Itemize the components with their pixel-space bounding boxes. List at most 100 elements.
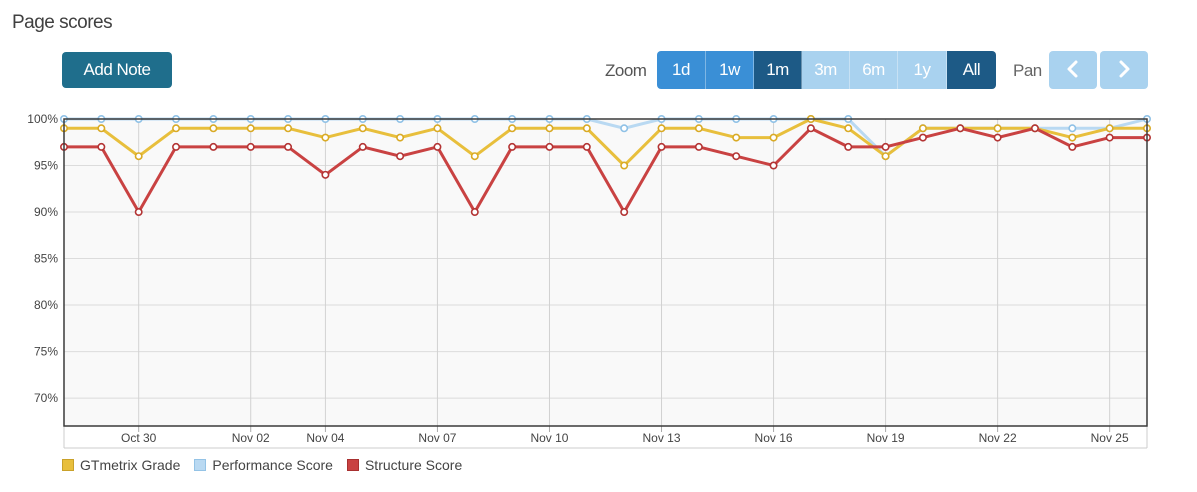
data-point-structure-score — [694, 142, 703, 151]
data-point-gtmetrix-grade — [769, 133, 778, 142]
legend-item-performance-score[interactable]: Performance Score — [194, 457, 333, 473]
x-tick-label: Nov 07 — [418, 431, 456, 445]
x-tick-label: Nov 22 — [979, 431, 1017, 445]
data-point-structure-score — [806, 124, 815, 133]
legend-label-gtmetrix-grade: GTmetrix Grade — [80, 457, 181, 473]
data-point-gtmetrix-grade — [433, 124, 442, 133]
data-point-structure-score — [246, 142, 255, 151]
zoom-3m-button[interactable]: 3m — [802, 51, 850, 89]
data-point-gtmetrix-grade — [582, 124, 591, 133]
x-tick-label: Oct 30 — [121, 431, 157, 445]
pan-right-button[interactable] — [1100, 51, 1148, 89]
data-point-gtmetrix-grade — [209, 124, 218, 133]
add-note-button[interactable]: Add Note — [62, 52, 172, 88]
legend-item-gtmetrix-grade[interactable]: GTmetrix Grade — [62, 457, 180, 473]
x-tick-label: Nov 19 — [867, 431, 905, 445]
plot-background — [64, 119, 1147, 426]
data-point-structure-score — [97, 142, 106, 151]
data-point-structure-score — [620, 208, 629, 217]
data-point-gtmetrix-grade — [358, 124, 367, 133]
zoom-label: Zoom — [605, 61, 647, 80]
data-point-structure-score — [844, 142, 853, 151]
data-point-gtmetrix-grade — [172, 124, 181, 133]
data-point-structure-score — [956, 124, 965, 133]
legend-label-structure-score: Structure Score — [364, 457, 463, 473]
y-tick-label: 90% — [34, 205, 58, 219]
data-point-gtmetrix-grade — [694, 124, 703, 133]
data-point-gtmetrix-grade — [1068, 133, 1077, 142]
data-point-structure-score — [1030, 124, 1039, 133]
chart-legend: GTmetrix Grade Performance Score Structu… — [62, 457, 476, 473]
series-line-gtmetrix-grade — [64, 117, 1147, 167]
data-point-structure-score — [396, 152, 405, 161]
chevron-right-icon — [1117, 59, 1131, 82]
y-tick-label: 70% — [34, 391, 58, 405]
zoom-1y-button[interactable]: 1y — [898, 51, 947, 89]
data-point-gtmetrix-grade — [732, 133, 741, 142]
data-point-structure-score — [545, 142, 554, 151]
zoom-all-button[interactable]: All — [947, 51, 996, 89]
data-point-structure-score — [209, 142, 218, 151]
data-point-structure-score — [582, 142, 591, 151]
x-tick-label: Nov 16 — [755, 431, 793, 445]
zoom-1w-button[interactable]: 1w — [706, 51, 754, 89]
x-tick-label: Nov 25 — [1091, 431, 1129, 445]
y-tick-label: 75% — [34, 345, 58, 359]
data-point-structure-score — [769, 161, 778, 170]
y-tick-label: 100% — [27, 112, 58, 126]
data-point-gtmetrix-grade — [321, 133, 330, 142]
data-point-gtmetrix-grade — [97, 124, 106, 133]
chevron-left-icon — [1066, 59, 1080, 82]
y-tick-label: 95% — [34, 159, 58, 173]
zoom-6m-button[interactable]: 6m — [850, 51, 898, 89]
x-tick-label: Nov 13 — [643, 431, 681, 445]
legend-item-structure-score[interactable]: Structure Score — [346, 457, 463, 473]
data-point-gtmetrix-grade — [508, 124, 517, 133]
data-point-structure-score — [881, 142, 890, 151]
data-point-structure-score — [433, 142, 442, 151]
series-line-structure-score — [64, 126, 1147, 214]
data-point-performance-score — [1068, 124, 1077, 133]
data-point-gtmetrix-grade — [844, 124, 853, 133]
data-point-gtmetrix-grade — [993, 124, 1002, 133]
data-point-structure-score — [358, 142, 367, 151]
zoom-1m-button[interactable]: 1m — [754, 51, 802, 89]
data-point-structure-score — [918, 133, 927, 142]
x-tick-label: Nov 04 — [306, 431, 344, 445]
data-point-structure-score — [321, 170, 330, 179]
legend-swatch-performance-score — [194, 459, 207, 471]
data-point-structure-score — [657, 142, 666, 151]
data-point-gtmetrix-grade — [918, 124, 927, 133]
page-title: Page scores — [12, 12, 113, 33]
data-point-structure-score — [134, 208, 143, 217]
data-point-structure-score — [470, 208, 479, 217]
data-point-gtmetrix-grade — [246, 124, 255, 133]
data-point-gtmetrix-grade — [470, 152, 479, 161]
data-point-structure-score — [993, 133, 1002, 142]
data-point-gtmetrix-grade — [1105, 124, 1114, 133]
pan-label: Pan — [1013, 61, 1042, 80]
zoom-button-group: 1d 1w 1m 3m 6m 1y All — [657, 51, 996, 89]
y-tick-label: 80% — [34, 298, 58, 312]
data-point-performance-score — [620, 124, 629, 133]
data-point-gtmetrix-grade — [396, 133, 405, 142]
data-point-structure-score — [1105, 133, 1114, 142]
data-point-structure-score — [508, 142, 517, 151]
data-point-gtmetrix-grade — [620, 161, 629, 170]
data-point-structure-score — [732, 152, 741, 161]
x-tick-label: Nov 02 — [232, 431, 270, 445]
data-point-structure-score — [1068, 142, 1077, 151]
pan-left-button[interactable] — [1049, 51, 1097, 89]
data-point-structure-score — [284, 142, 293, 151]
data-point-gtmetrix-grade — [284, 124, 293, 133]
legend-label-performance-score: Performance Score — [212, 457, 333, 473]
data-point-gtmetrix-grade — [881, 152, 890, 161]
zoom-1d-button[interactable]: 1d — [657, 51, 706, 89]
legend-swatch-structure-score — [346, 459, 359, 471]
data-point-gtmetrix-grade — [657, 124, 666, 133]
legend-swatch-gtmetrix-grade — [62, 459, 74, 471]
data-point-structure-score — [172, 142, 181, 151]
y-tick-label: 85% — [34, 252, 58, 266]
plot-frame — [63, 118, 1148, 427]
